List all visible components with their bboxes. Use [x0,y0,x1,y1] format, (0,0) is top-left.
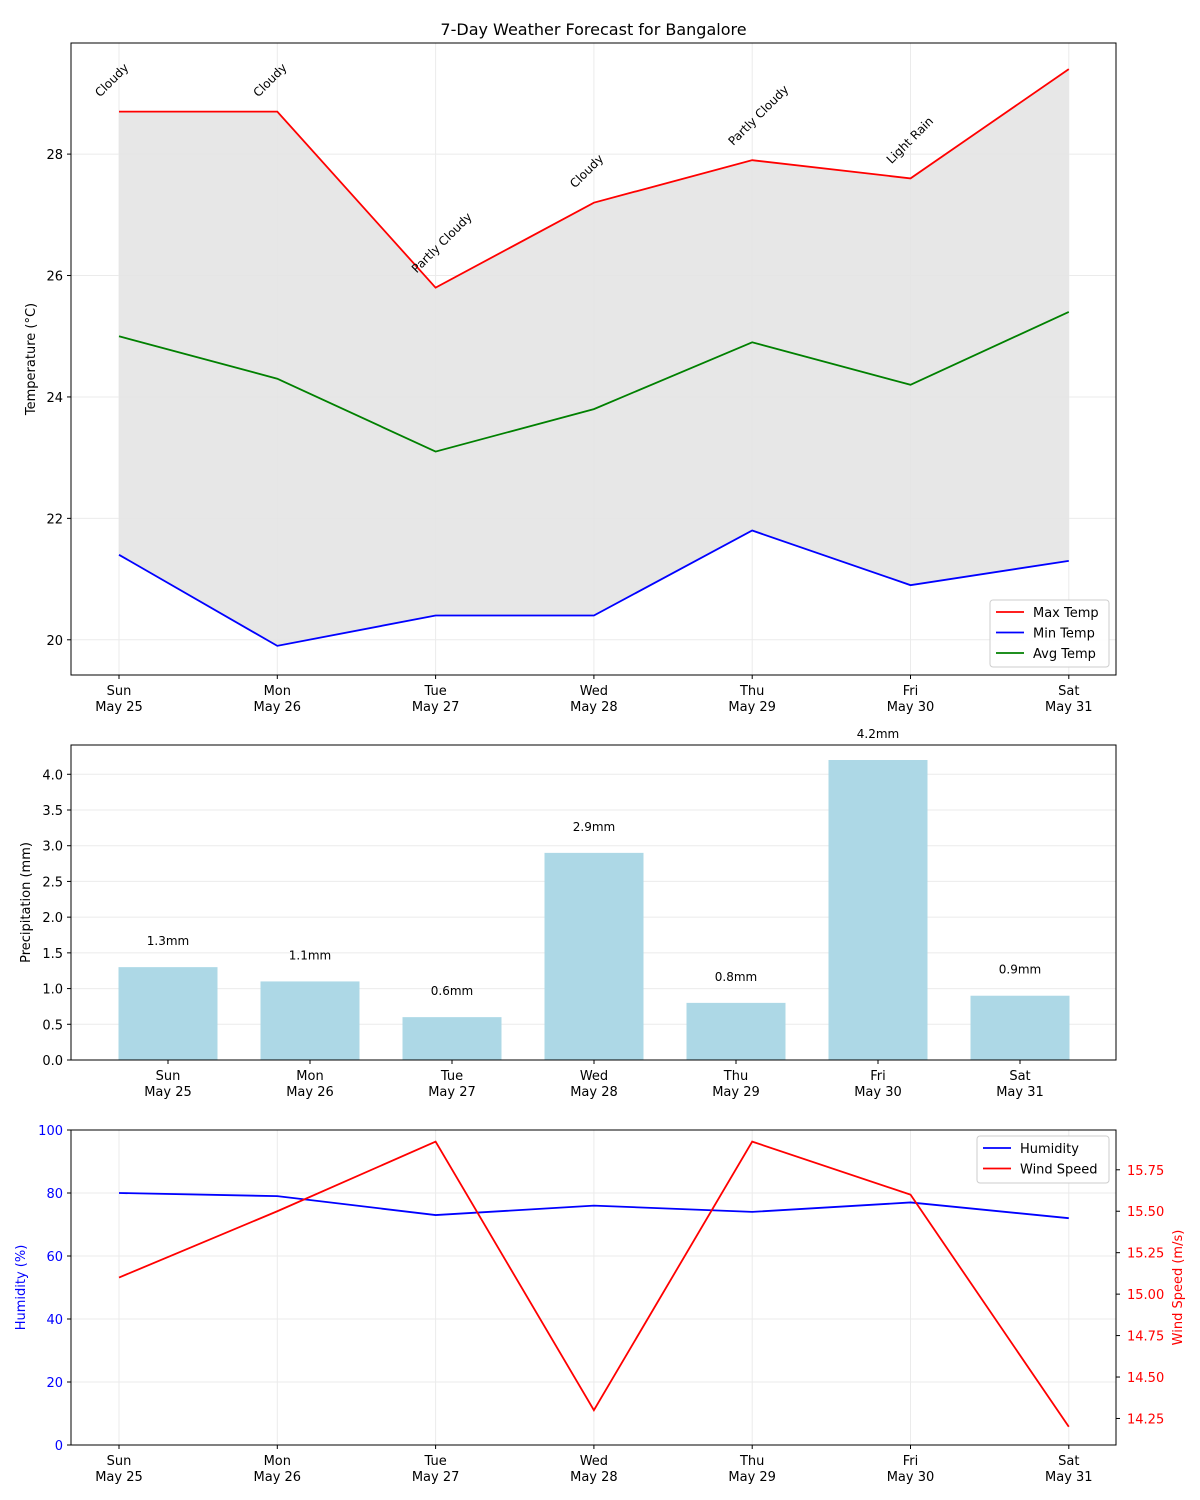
x-tick-label: Fri May 30 [887,1454,935,1485]
precip-bar [686,1002,786,1060]
series-line-max-temp [119,68,1070,289]
y-tick-label: 60 [46,1250,63,1265]
y-axis-label: Precipitation (mm) [19,842,34,963]
x-tick-label: Thu May 29 [728,684,776,715]
x-tick-label: Wed May 28 [570,1069,618,1100]
bar-data-label: 0.6mm [431,984,473,998]
y-right-tick-label: 15.75 [1127,1164,1164,1179]
legend-box [989,599,1110,668]
x-tick-label: Thu May 29 [712,1069,760,1100]
y-right-tick-label: 14.25 [1127,1412,1164,1427]
bar-data-label: 0.9mm [999,963,1041,977]
weather-annotation: Light Rain [884,114,936,166]
y-tick-label: 80 [46,1187,63,1202]
x-tick-label: Sun May 25 [95,684,143,715]
y-axis-label: Temperature (°C) [24,303,39,416]
y-tick-label: 1.5 [42,947,63,962]
bar-data-label: 0.8mm [715,970,757,984]
weather-annotation: Cloudy [567,152,606,191]
y-right-tick-label: 15.00 [1127,1288,1164,1303]
x-tick-label: Mon May 26 [286,1069,334,1100]
series-line-humidity [118,1192,1069,1220]
bar-data-label: 4.2mm [857,727,899,741]
precip-bar [118,967,218,1060]
y-tick-label: 20 [46,634,63,649]
legend-label: Max Temp [1033,606,1099,621]
legend-label: Min Temp [1033,627,1095,642]
y-tick-label: 40 [46,1313,63,1328]
weather-annotation: Cloudy [251,61,290,100]
y-right-tick-label: 14.50 [1127,1371,1164,1386]
precip-bar [970,995,1070,1060]
temp-range-area [119,69,1069,646]
y-tick-label: 26 [46,270,63,285]
legend-label: Wind Speed [1020,1163,1098,1178]
bar-data-label: 1.3mm [147,934,189,948]
series-line-wind-speed [118,1140,1070,1428]
legend: Max Temp Min Temp Avg Temp [989,599,1110,668]
y-tick-label: 2.0 [42,911,63,926]
x-tick-label: Mon May 26 [254,1454,302,1485]
x-tick-label: Wed May 28 [570,1454,618,1485]
y-right-tick-label: 15.25 [1127,1247,1164,1262]
y-tick-label: 4.0 [42,768,63,783]
precip-bar [402,1017,502,1060]
x-tick-label: Sat May 31 [1045,684,1093,715]
y-tick-label: 3.0 [42,840,63,855]
y-tick-label: 0.0 [42,1054,63,1069]
y-right-axis-label: Wind Speed (m/s) [1171,1230,1186,1346]
y-axis-label: Humidity (%) [14,1245,29,1331]
y-tick-label: 100 [38,1124,63,1139]
x-tick-label: Sat May 31 [996,1069,1044,1100]
temperature-panel: 20 22 24 26 28 Sun May 25 Mon May 26 Tue May 27 Wed… [24,20,1117,715]
bar-data-label: 2.9mm [573,820,615,834]
y-tick-label: 20 [46,1376,63,1391]
series-line-min-temp [118,529,1069,647]
legend-label: Humidity [1020,1142,1079,1157]
bar-data-label: 1.1mm [289,948,331,962]
x-tick-label: Thu May 29 [728,1454,776,1485]
x-tick-label: Tue May 27 [412,1454,460,1485]
humidity-wind-panel: 0 20 40 60 80 100 14.25 14.50 14.75 15.00 15.25 15.… [14,1124,1186,1485]
precip-bar [828,760,928,1060]
legend-label: Avg Temp [1033,647,1096,662]
weather-annotation: Partly Cloudy [409,210,475,276]
weather-annotation: Cloudy [92,61,131,100]
x-tick-label: Fri May 30 [887,684,935,715]
y-tick-label: 0.5 [42,1018,63,1033]
precip-bar [260,981,360,1060]
x-tick-label: Sun May 25 [95,1454,143,1485]
x-tick-label: Wed May 28 [570,684,618,715]
y-tick-label: 2.5 [42,875,63,890]
y-tick-label: 24 [46,391,63,406]
y-tick-label: 1.0 [42,983,63,998]
y-tick-label: 22 [46,512,63,527]
x-tick-label: Sun May 25 [144,1069,192,1100]
precip-bar [544,852,644,1060]
legend: Humidity Wind Speed [976,1135,1110,1184]
y-tick-label: 3.5 [42,804,63,819]
y-right-tick-label: 15.50 [1127,1205,1164,1220]
x-tick-label: Tue May 27 [428,1069,476,1100]
y-tick-label: 28 [46,148,63,163]
series-line-avg-temp [118,311,1070,453]
weather-annotation: Partly Cloudy [725,82,791,148]
y-right-tick-label: 14.75 [1127,1330,1164,1345]
y-tick-label: 0 [55,1439,63,1454]
x-tick-label: Sat May 31 [1045,1454,1093,1485]
x-tick-label: Tue May 27 [412,684,460,715]
chart-title: 7-Day Weather Forecast for Bangalore [440,20,746,39]
x-tick-label: Mon May 26 [254,684,302,715]
precipitation-panel: 1.3mm 1.1mm 0.6mm 2.9mm 0.8mm 4.2mm 0.9mm 0.0 0.… [19,727,1117,1100]
x-tick-label: Fri May 30 [854,1069,902,1100]
